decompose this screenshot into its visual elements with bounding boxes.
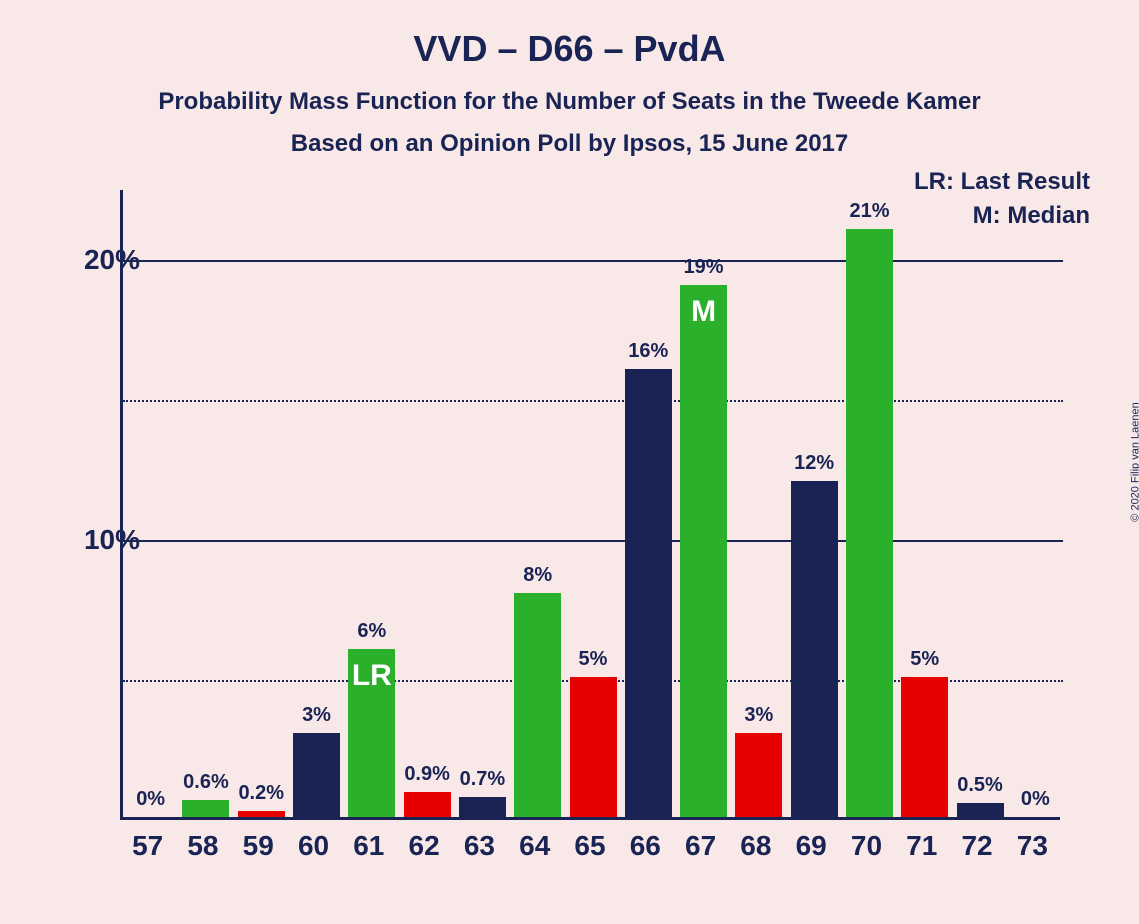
bar-value-label: 5%	[910, 648, 939, 671]
bar	[570, 677, 617, 817]
bar-value-label: 0.2%	[238, 782, 284, 805]
bar	[459, 797, 506, 817]
bar	[957, 803, 1004, 817]
x-tick-label: 57	[132, 830, 163, 862]
page-title: VVD – D66 – PvdA	[0, 0, 1139, 70]
x-tick-label: 60	[298, 830, 329, 862]
pmf-chart: 0% 0.6% 0.2% 3% 6% 0.9% 0.7% 8% 5% 16% 19% 3% 12% 21%…	[120, 190, 1090, 820]
bar	[404, 792, 451, 817]
x-tick-label: 65	[574, 830, 605, 862]
x-tick-label: 72	[961, 830, 992, 862]
subtitle-line-1: Probability Mass Function for the Number…	[0, 88, 1139, 116]
gridline-major	[123, 540, 1063, 542]
bar-value-label: 21%	[849, 200, 889, 223]
y-tick-label: 20%	[84, 244, 140, 276]
bar-value-label: 3%	[744, 704, 773, 727]
bar-value-label: 8%	[523, 564, 552, 587]
bar	[846, 229, 893, 817]
x-tick-label: 62	[409, 830, 440, 862]
gridline-minor	[123, 400, 1063, 402]
x-tick-label: 64	[519, 830, 550, 862]
plot-area: 0% 0.6% 0.2% 3% 6% 0.9% 0.7% 8% 5% 16% 19% 3% 12% 21%…	[120, 190, 1060, 820]
bar	[293, 733, 340, 817]
bar-value-label: 19%	[684, 256, 724, 279]
bar	[182, 800, 229, 817]
x-tick-label: 69	[796, 830, 827, 862]
x-tick-label: 58	[187, 830, 218, 862]
bar	[625, 369, 672, 817]
bar-value-label: 0.6%	[183, 771, 229, 794]
gridline-major	[123, 260, 1063, 262]
x-tick-label: 61	[353, 830, 384, 862]
y-tick-label: 10%	[84, 524, 140, 556]
x-tick-label: 71	[906, 830, 937, 862]
bar-value-label: 12%	[794, 452, 834, 475]
legend-last-result: LR: Last Result	[914, 168, 1090, 196]
bar	[514, 593, 561, 817]
x-tick-label: 63	[464, 830, 495, 862]
bar	[901, 677, 948, 817]
x-tick-label: 67	[685, 830, 716, 862]
bar-value-label: 0.7%	[460, 768, 506, 791]
bar-value-label: 5%	[579, 648, 608, 671]
copyright-text: © 2020 Filip van Laenen	[1129, 402, 1139, 521]
bar-annotation: LR	[352, 659, 392, 693]
bar-value-label: 0%	[1021, 788, 1050, 811]
bar-value-label: 0.9%	[404, 763, 450, 786]
legend-median: M: Median	[973, 202, 1090, 230]
bar	[238, 811, 285, 817]
bar-value-label: 3%	[302, 704, 331, 727]
x-tick-label: 70	[851, 830, 882, 862]
subtitle-line-2: Based on an Opinion Poll by Ipsos, 15 Ju…	[0, 130, 1139, 158]
x-tick-label: 68	[740, 830, 771, 862]
bar-annotation: M	[691, 295, 716, 329]
bar-value-label: 0.5%	[957, 774, 1003, 797]
bar-value-label: 16%	[628, 340, 668, 363]
x-tick-label: 66	[630, 830, 661, 862]
bar-value-label: 0%	[136, 788, 165, 811]
bar	[680, 285, 727, 817]
bar-value-label: 6%	[357, 620, 386, 643]
bar	[735, 733, 782, 817]
x-tick-label: 59	[243, 830, 274, 862]
x-tick-label: 73	[1017, 830, 1048, 862]
bar	[791, 481, 838, 817]
